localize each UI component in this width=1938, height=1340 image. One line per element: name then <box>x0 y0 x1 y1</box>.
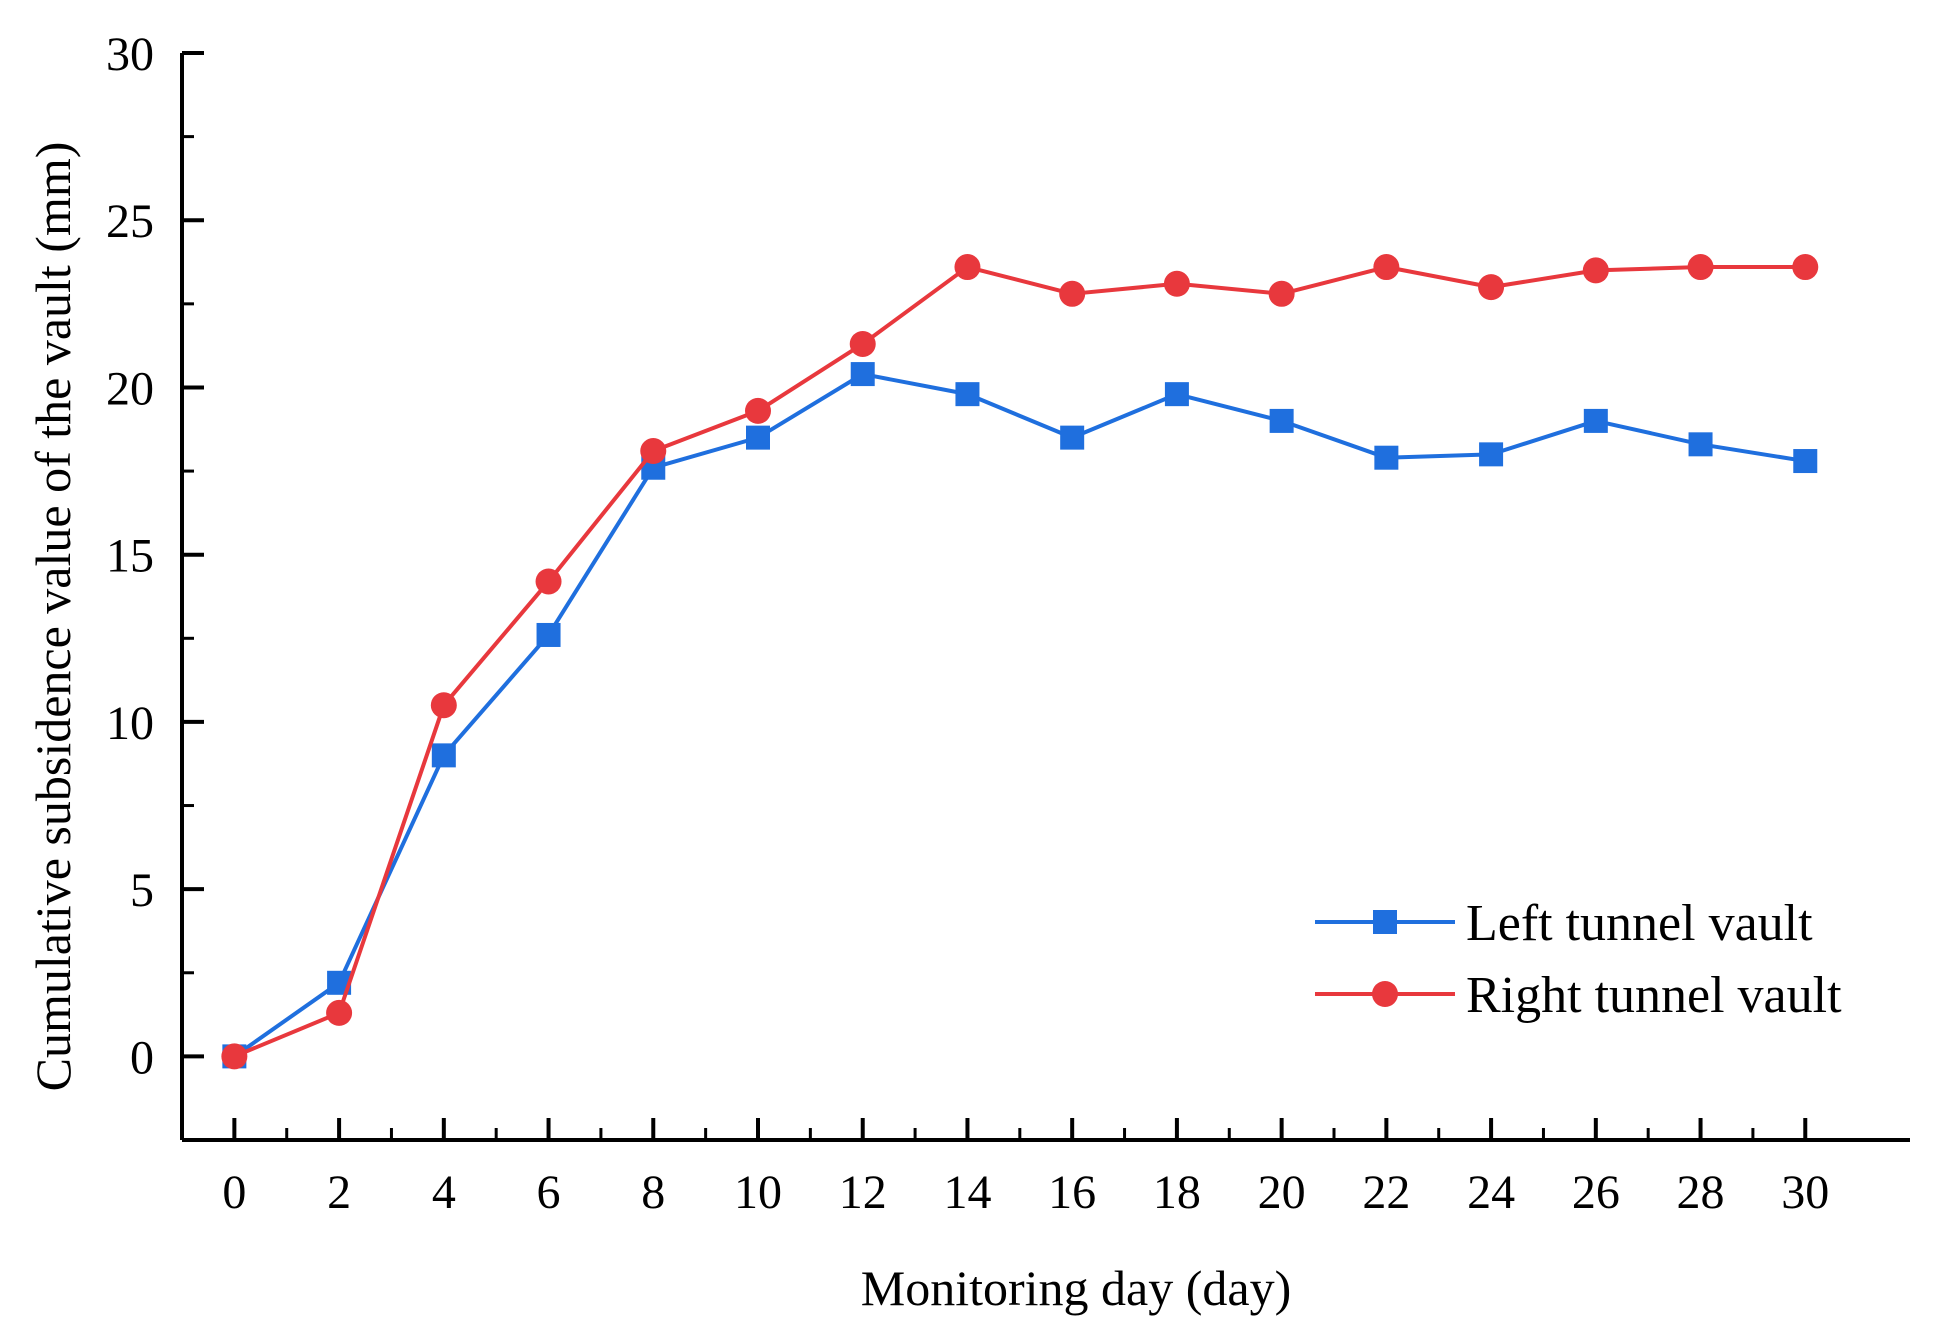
data-point <box>1268 280 1295 307</box>
y-tick-label: 10 <box>106 697 154 750</box>
legend-item: Left tunnel vault <box>1315 895 1813 952</box>
x-tick-label: 12 <box>839 1166 887 1219</box>
x-tick-label: 8 <box>641 1166 665 1219</box>
x-tick-label: 18 <box>1153 1166 1201 1219</box>
y-tick-label: 30 <box>106 28 154 81</box>
x-tick-label: 30 <box>1781 1166 1829 1219</box>
y-tick-label: 0 <box>130 1031 154 1084</box>
data-point <box>1059 280 1086 307</box>
legend: Left tunnel vault Right tunnel vault <box>1315 895 1842 1024</box>
x-tick-label: 22 <box>1362 1166 1410 1219</box>
x-tick-label: 20 <box>1258 1166 1306 1219</box>
data-point <box>640 438 667 465</box>
data-point <box>1479 442 1504 467</box>
data-point <box>849 330 876 357</box>
x-tick-label: 14 <box>943 1166 991 1219</box>
x-tick-label: 10 <box>734 1166 782 1219</box>
data-point <box>745 397 771 424</box>
y-axis-title: Cumulative subsidence value of the vault… <box>25 142 81 1092</box>
data-point <box>430 692 457 719</box>
data-point <box>1583 408 1608 433</box>
data-point <box>1478 274 1505 301</box>
data-point <box>536 622 561 647</box>
data-point <box>954 254 981 281</box>
data-point <box>1269 408 1294 433</box>
legend-label: Left tunnel vault <box>1466 895 1813 952</box>
data-point <box>431 743 456 768</box>
legend-marker <box>1373 910 1397 934</box>
data-point <box>326 999 353 1026</box>
data-point <box>221 1043 248 1070</box>
series-layer <box>221 254 1819 1070</box>
x-tick-label: 28 <box>1677 1166 1725 1219</box>
x-tick-label: 4 <box>432 1166 456 1219</box>
x-tick-label: 26 <box>1572 1166 1620 1219</box>
data-point <box>1374 445 1399 470</box>
x-tick-label: 24 <box>1467 1166 1515 1219</box>
data-point <box>1792 254 1819 281</box>
series-line <box>233 372 1806 1059</box>
data-point <box>850 362 875 387</box>
data-point <box>1687 254 1714 281</box>
series-line <box>233 265 1806 1059</box>
data-point <box>1373 254 1400 281</box>
y-tick-label: 25 <box>106 195 154 248</box>
series-2 <box>221 254 1819 1070</box>
data-point <box>1688 432 1713 457</box>
axes <box>180 53 1910 1142</box>
data-point <box>955 382 980 407</box>
legend-item: Right tunnel vault <box>1315 967 1842 1024</box>
x-tick-label: 0 <box>222 1166 246 1219</box>
data-point <box>535 568 562 595</box>
x-tick-label: 2 <box>327 1166 351 1219</box>
data-point <box>746 425 770 450</box>
legend-marker <box>1372 981 1398 1007</box>
data-point <box>1582 257 1609 284</box>
data-point <box>1163 270 1190 297</box>
x-tick-label: 16 <box>1048 1166 1096 1219</box>
data-point <box>1060 425 1085 450</box>
y-tick-label: 5 <box>130 864 154 917</box>
y-tick-label: 20 <box>106 362 154 415</box>
data-point <box>1164 382 1189 407</box>
data-point <box>1793 449 1818 474</box>
x-axis-title: Monitoring day (day) <box>861 1260 1291 1316</box>
series-1 <box>222 362 1818 1069</box>
y-tick-label: 15 <box>106 530 154 583</box>
x-tick-label: 6 <box>537 1166 561 1219</box>
legend-label: Right tunnel vault <box>1466 967 1842 1024</box>
